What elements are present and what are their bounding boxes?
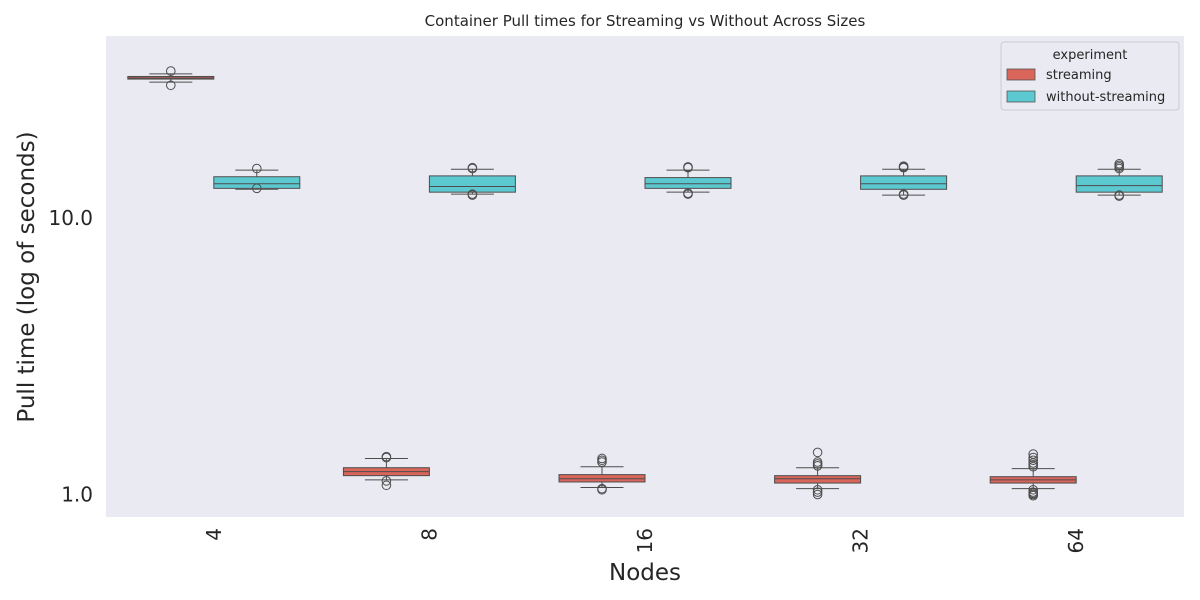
- outlier-point: [251, 163, 262, 174]
- legend-swatch-without-streaming: [1006, 90, 1036, 103]
- x-tick-label: 16: [633, 528, 657, 553]
- outlier-point: [467, 189, 478, 199]
- y-tick-label: 1.0: [61, 483, 93, 507]
- outlier-point: [1028, 490, 1038, 501]
- legend: experiment streaming without-streaming: [1000, 41, 1180, 111]
- box-iqr: [213, 176, 301, 189]
- outlier-point: [166, 80, 176, 91]
- outlier-point: [467, 162, 478, 173]
- outlier-point: [1028, 455, 1038, 466]
- box-streaming-32: [774, 447, 862, 500]
- legend-swatch-streaming: [1006, 68, 1036, 81]
- outlier-point: [166, 66, 176, 76]
- outlier-point: [1028, 449, 1038, 459]
- box-plots: [127, 66, 1163, 501]
- outlier-point: [812, 489, 823, 500]
- y-axis-label: Pull time (log of seconds): [14, 131, 40, 422]
- outlier-point: [381, 476, 392, 486]
- box-without-streaming-4: [213, 163, 301, 194]
- outlier-point: [812, 484, 823, 495]
- legend-title: experiment: [1053, 48, 1128, 63]
- outlier-point: [251, 183, 262, 194]
- box-streaming-64: [989, 449, 1077, 501]
- box-without-streaming-8: [428, 162, 516, 200]
- box-iqr: [774, 475, 862, 484]
- box-iqr: [1075, 175, 1163, 193]
- legend-label-without-streaming: without-streaming: [1046, 90, 1165, 105]
- x-axis-label: Nodes: [609, 560, 681, 586]
- outlier-point: [898, 161, 909, 171]
- outlier-point: [381, 480, 392, 491]
- legend-frame: [1000, 41, 1180, 111]
- box-without-streaming-64: [1075, 159, 1163, 201]
- outlier-point: [683, 162, 693, 172]
- chart-title: Container Pull times for Streaming vs Wi…: [425, 12, 866, 30]
- y-tick-label: 10.0: [48, 206, 93, 230]
- box-streaming-4: [127, 66, 215, 91]
- outlier-point: [1114, 159, 1124, 169]
- outlier-point: [597, 453, 607, 464]
- outlier-point: [1114, 190, 1124, 200]
- x-axis-ticks: 4 8 16 32 64: [202, 528, 1088, 553]
- y-axis-ticks: 1.0 10.0: [48, 206, 93, 507]
- plot-area: [106, 36, 1184, 517]
- outlier-point: [683, 188, 693, 198]
- legend-label-streaming: streaming: [1046, 68, 1112, 83]
- box-iqr: [644, 177, 732, 189]
- outlier-point: [1028, 452, 1038, 463]
- outlier-point: [1028, 484, 1038, 495]
- outlier-point: [812, 447, 823, 458]
- x-tick-label: 8: [417, 528, 441, 541]
- x-tick-label: 32: [849, 528, 873, 553]
- outlier-point: [597, 484, 607, 495]
- box-streaming-16: [558, 453, 646, 495]
- x-tick-label: 4: [202, 528, 226, 541]
- outlier-point: [898, 189, 909, 199]
- x-tick-label: 64: [1064, 528, 1088, 553]
- outlier-point: [812, 487, 823, 497]
- box-streaming-8: [342, 451, 430, 491]
- box-iqr: [428, 175, 516, 193]
- box-without-streaming-16: [644, 162, 732, 199]
- box-without-streaming-32: [860, 161, 948, 200]
- box-iqr: [860, 175, 948, 190]
- outlier-point: [381, 451, 392, 462]
- outlier-point: [812, 457, 823, 467]
